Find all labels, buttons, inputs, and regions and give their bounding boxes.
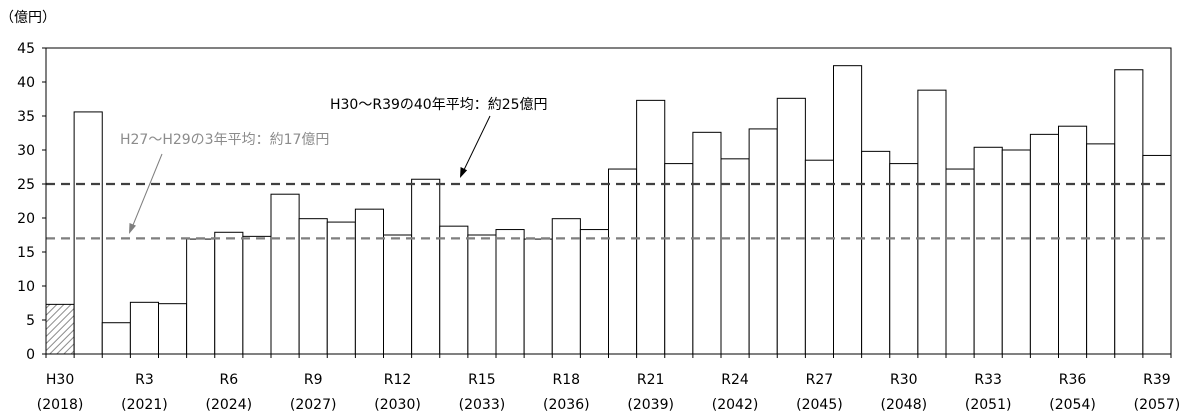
bar [186,238,216,355]
x-tick-year-label: (2057) [1134,397,1181,413]
x-tick-year-label: (2039) [627,397,674,413]
bar [101,322,131,355]
x-tick-label: R33 [974,372,1002,388]
bar [383,234,413,355]
bar [776,97,806,355]
x-tick-label: R36 [1059,372,1087,388]
reference-lines [46,182,1171,240]
avg-3yr-arrow [130,153,163,231]
avg-40yr-label: H30～R39の40年平均：約25億円 [330,97,548,113]
x-tick-label: R27 [806,372,834,388]
x-tick-year-label: (2033) [459,397,506,413]
y-tick-label: 30 [17,143,35,159]
bar [748,128,778,355]
bar [720,158,750,355]
y-tick-label: 10 [17,279,35,295]
x-tick-year-label: (2048) [881,397,928,413]
x-tick-label: R21 [637,372,665,388]
y-axis: 0 5 10 15 20 25 30 35 40 45 [17,41,46,363]
y-tick-label: 0 [26,347,35,363]
x-tick-label: H30 [46,372,74,388]
x-tick-year-label: (2021) [121,397,168,413]
y-tick-label: 40 [17,75,35,91]
bar [467,234,497,355]
bar [636,99,666,355]
y-tick-label: 20 [17,211,35,227]
avg-3yr-label: H27～H29の3年平均：約17億円 [120,132,329,148]
bar [861,150,891,355]
bar [1001,149,1031,355]
x-tick-label: R6 [219,372,238,388]
bar [664,163,694,355]
x-tick-label: R30 [890,372,918,388]
bar [579,229,609,355]
bar [214,231,244,355]
bar [354,208,384,355]
bar [973,146,1003,355]
avg-40yr-arrow [461,115,491,175]
plot-frame [45,47,1172,355]
bar [1142,154,1172,355]
bar [129,301,159,355]
annotations: H30～R39の40年平均：約25億円 H27～H29の3年平均：約17億円 [120,97,548,234]
y-tick-label: 45 [17,41,35,57]
x-tick-year-label: (2042) [712,397,759,413]
bar [889,163,919,355]
x-tick-label: R3 [135,372,154,388]
bar [833,65,863,355]
bar [1058,125,1088,355]
x-tick-label: R12 [384,372,412,388]
bars [45,65,1172,355]
x-tick-year-label: (2018) [37,397,84,413]
avg-40yr-arrowhead [460,167,468,178]
x-tick-year-label: (2045) [796,397,843,413]
bar [917,89,947,355]
x-tick-label: R24 [721,372,749,388]
bar [242,235,272,355]
bar [73,111,103,355]
y-tick-label: 15 [17,245,35,261]
bar [945,168,975,355]
bar [1114,69,1144,355]
bar [692,131,722,355]
x-tick-year-label: (2054) [1049,397,1096,413]
bar [158,303,188,355]
bar-actual [45,303,75,355]
y-tick-label: 35 [17,109,35,125]
bar [270,193,300,355]
x-tick-year-label: (2024) [206,397,253,413]
x-tick-label: R39 [1143,372,1171,388]
x-tick-year-label: (2036) [543,397,590,413]
bar [523,238,553,355]
x-tick-year-label: (2030) [374,397,421,413]
y-tick-label: 25 [17,177,35,193]
bar [326,221,356,355]
x-axis: H30 (2018) R3 (2021) R6 (2024) R9 (2027) R12 (203… [37,354,1180,413]
bar [439,225,469,355]
bar [1029,133,1059,355]
x-tick-label: R18 [553,372,581,388]
bar [551,218,581,355]
bar [411,178,441,355]
bar [804,159,834,355]
bar [1086,143,1116,355]
x-tick-label: R15 [468,372,496,388]
x-tick-year-label: (2051) [965,397,1012,413]
bar [608,168,638,355]
x-tick-year-label: (2027) [290,397,337,413]
bar [495,229,525,355]
x-tick-label: R9 [304,372,323,388]
y-tick-label: 5 [26,313,35,329]
avg-3yr-arrowhead [129,223,136,234]
y-unit-label: （億円） [0,10,56,26]
